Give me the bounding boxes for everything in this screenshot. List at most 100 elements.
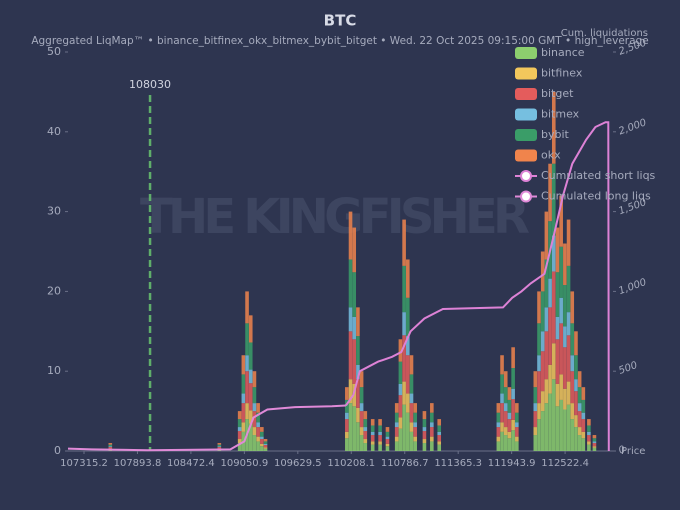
bar-segment [548,278,552,308]
bar-segment [587,425,591,432]
bar-segment [511,419,515,431]
bar-segment [402,335,406,382]
bar-segment [592,435,597,439]
bar-segment [592,441,597,444]
bar-segment [241,422,246,432]
bar-segment [544,403,549,451]
bar-segment [544,379,549,404]
bar-segment [406,412,410,451]
bar-segment [511,430,515,451]
bar-segment [256,427,260,437]
bar-segment [563,285,567,327]
bar-segment [241,393,246,404]
bar-segment [402,219,406,266]
bar-segment [507,387,512,400]
bar-segment [217,446,222,448]
bar-segment [263,441,268,444]
bar-segment [413,441,417,451]
legend-label: bitget [541,87,574,100]
bar-segment [577,427,582,436]
bar-segment [217,443,222,445]
bar-segment [370,425,375,432]
bar-segment [555,383,560,407]
bar-segment [248,410,253,424]
bar-segment [217,447,222,449]
bar-segment [406,336,410,356]
bar-segment [587,441,591,445]
bar-segment [537,403,541,420]
bar-segment [378,431,382,436]
bar-segment [345,438,349,451]
bar-segment [260,436,264,440]
bar-segment [356,407,360,423]
bar-segment [533,427,538,436]
bar-segment [566,219,571,266]
bar-segment [570,323,575,356]
bar-segment [503,411,508,428]
bar-segment [363,427,368,432]
bar-segment [581,399,586,413]
bar-segment [378,444,382,451]
bar-segment [507,419,512,432]
bar-segment [540,391,545,412]
bar-segment [359,387,364,404]
bar-segment [503,435,508,451]
bar-segment [402,265,406,313]
bar-segment [551,379,556,451]
bar-segment [359,435,364,451]
bar-segment [260,427,264,432]
legend-label: bybit [541,128,570,141]
bar-segment [345,412,349,420]
bar-segment [241,355,246,375]
bar-segment [496,436,501,442]
bar-segment [540,331,545,352]
bar-segment [245,403,249,420]
bar-segment [402,381,406,405]
x-tick-label: 107315.2 [60,458,108,469]
legend-label: okx [541,149,561,162]
bar-segment [252,371,257,388]
bar-segment [356,422,360,451]
bar-segment [540,411,545,451]
legend-swatch [515,47,537,59]
bar-segment [559,374,563,400]
x-tick-label: 112522.4 [541,458,589,469]
bar-segment [378,425,382,432]
bar-segment [356,336,360,365]
bar-segment [108,446,113,448]
chart-subtitle: Aggregated LiqMap™ • binance_bitfinex_ok… [31,35,648,47]
bar-segment [352,227,357,273]
bar-segment [574,355,578,380]
bar-segment [370,435,375,442]
bar-segment [245,323,249,356]
bar-segment [581,412,586,420]
bar-segment [245,291,249,324]
bar-segment [352,406,357,451]
bar-segment [252,435,257,451]
bar-segment [348,259,353,308]
bar-segment [430,412,434,423]
bar-segment [563,347,567,389]
bar-segment [398,361,403,384]
watermark: THE KINGFISHER [140,189,530,245]
bar-segment [581,387,586,400]
bar-segment [385,439,390,444]
x-tick-label: 108472.4 [167,458,215,469]
bar-segment [248,315,253,343]
bar-segment [398,395,403,418]
bar-segment [385,436,390,440]
bar-segment [237,411,242,420]
bar-segment [398,339,403,362]
bar-segment [587,431,591,436]
bar-segment [555,227,560,273]
bar-segment [348,331,353,380]
bar-segment [385,443,390,447]
bar-segment [563,409,567,451]
y-tick-label: 50 [47,45,61,58]
bar-segment [430,427,434,437]
bar-segment [363,439,368,444]
bar-segment [394,436,399,442]
bar-segment [394,441,399,451]
legend-label: bitmex [541,108,580,121]
